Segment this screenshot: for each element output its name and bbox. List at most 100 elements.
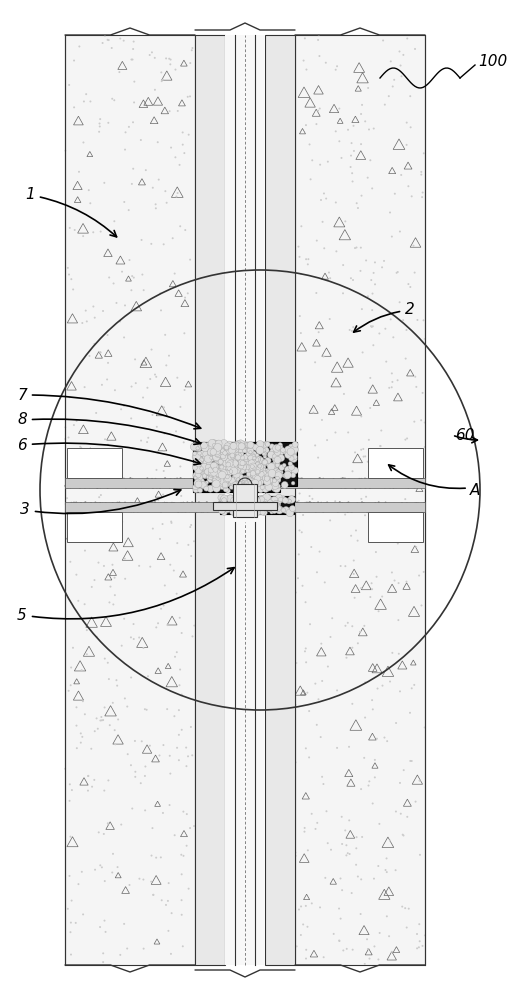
Circle shape: [137, 479, 139, 481]
Circle shape: [202, 469, 204, 471]
Circle shape: [112, 564, 113, 566]
Circle shape: [98, 480, 100, 482]
Circle shape: [329, 508, 331, 510]
Circle shape: [290, 504, 292, 506]
Circle shape: [344, 478, 345, 480]
Circle shape: [105, 507, 107, 509]
Circle shape: [218, 480, 221, 482]
Circle shape: [355, 864, 357, 866]
Circle shape: [302, 510, 304, 512]
Circle shape: [286, 479, 288, 481]
Circle shape: [346, 502, 348, 504]
Circle shape: [335, 69, 336, 71]
Circle shape: [73, 502, 75, 504]
Circle shape: [202, 458, 204, 460]
Circle shape: [363, 510, 364, 512]
Circle shape: [291, 467, 298, 474]
Circle shape: [244, 480, 246, 482]
Circle shape: [231, 509, 238, 516]
Bar: [210, 442, 297, 486]
Circle shape: [360, 788, 362, 790]
Circle shape: [382, 485, 384, 487]
Circle shape: [213, 473, 220, 481]
Circle shape: [94, 501, 96, 503]
Circle shape: [421, 604, 423, 606]
Circle shape: [96, 717, 97, 719]
Circle shape: [204, 475, 207, 478]
Circle shape: [331, 507, 333, 509]
Circle shape: [371, 699, 373, 701]
Circle shape: [298, 504, 300, 506]
Circle shape: [157, 484, 159, 486]
Circle shape: [270, 448, 276, 455]
Circle shape: [248, 442, 254, 448]
Circle shape: [196, 462, 198, 464]
Circle shape: [242, 498, 250, 506]
Circle shape: [266, 504, 273, 512]
Circle shape: [243, 478, 251, 485]
Circle shape: [227, 461, 233, 467]
Circle shape: [131, 480, 133, 482]
Circle shape: [93, 536, 95, 538]
Circle shape: [229, 482, 232, 485]
Circle shape: [221, 495, 228, 502]
Circle shape: [296, 505, 298, 507]
Circle shape: [221, 509, 223, 511]
Circle shape: [146, 483, 148, 485]
Circle shape: [223, 445, 227, 449]
Circle shape: [215, 450, 222, 457]
Circle shape: [263, 475, 267, 479]
Circle shape: [284, 471, 291, 479]
Circle shape: [262, 510, 267, 515]
Circle shape: [159, 292, 161, 294]
Circle shape: [132, 509, 134, 511]
Circle shape: [396, 510, 398, 512]
Circle shape: [348, 819, 350, 821]
Circle shape: [225, 479, 227, 481]
Circle shape: [195, 460, 197, 462]
Circle shape: [169, 483, 171, 485]
Circle shape: [229, 482, 231, 484]
Circle shape: [329, 481, 331, 483]
Circle shape: [360, 415, 362, 417]
Circle shape: [203, 472, 205, 474]
Circle shape: [114, 389, 116, 391]
Circle shape: [352, 279, 354, 281]
Circle shape: [321, 510, 323, 512]
Circle shape: [206, 458, 208, 460]
Circle shape: [68, 509, 70, 511]
Circle shape: [405, 508, 407, 510]
Circle shape: [335, 250, 338, 252]
Circle shape: [176, 593, 178, 595]
Circle shape: [152, 505, 154, 507]
Circle shape: [71, 789, 73, 791]
Circle shape: [180, 899, 183, 901]
Circle shape: [368, 480, 370, 482]
Circle shape: [145, 169, 147, 171]
Circle shape: [338, 505, 340, 507]
Circle shape: [233, 500, 240, 507]
Circle shape: [177, 482, 179, 484]
Circle shape: [257, 481, 259, 483]
Circle shape: [181, 510, 184, 512]
Circle shape: [279, 450, 284, 455]
Circle shape: [287, 479, 289, 481]
Circle shape: [250, 468, 254, 472]
Circle shape: [224, 505, 226, 507]
Circle shape: [204, 442, 212, 450]
Circle shape: [314, 485, 316, 487]
Bar: [65, 502, 425, 512]
Circle shape: [145, 709, 148, 711]
Circle shape: [270, 499, 278, 506]
Circle shape: [156, 626, 157, 628]
Circle shape: [205, 461, 207, 463]
Circle shape: [320, 502, 322, 504]
Circle shape: [350, 535, 352, 537]
Circle shape: [324, 509, 326, 511]
Circle shape: [360, 481, 362, 483]
Circle shape: [388, 503, 390, 505]
Circle shape: [103, 182, 105, 184]
Circle shape: [360, 487, 361, 489]
Circle shape: [214, 450, 221, 456]
Circle shape: [195, 481, 202, 488]
